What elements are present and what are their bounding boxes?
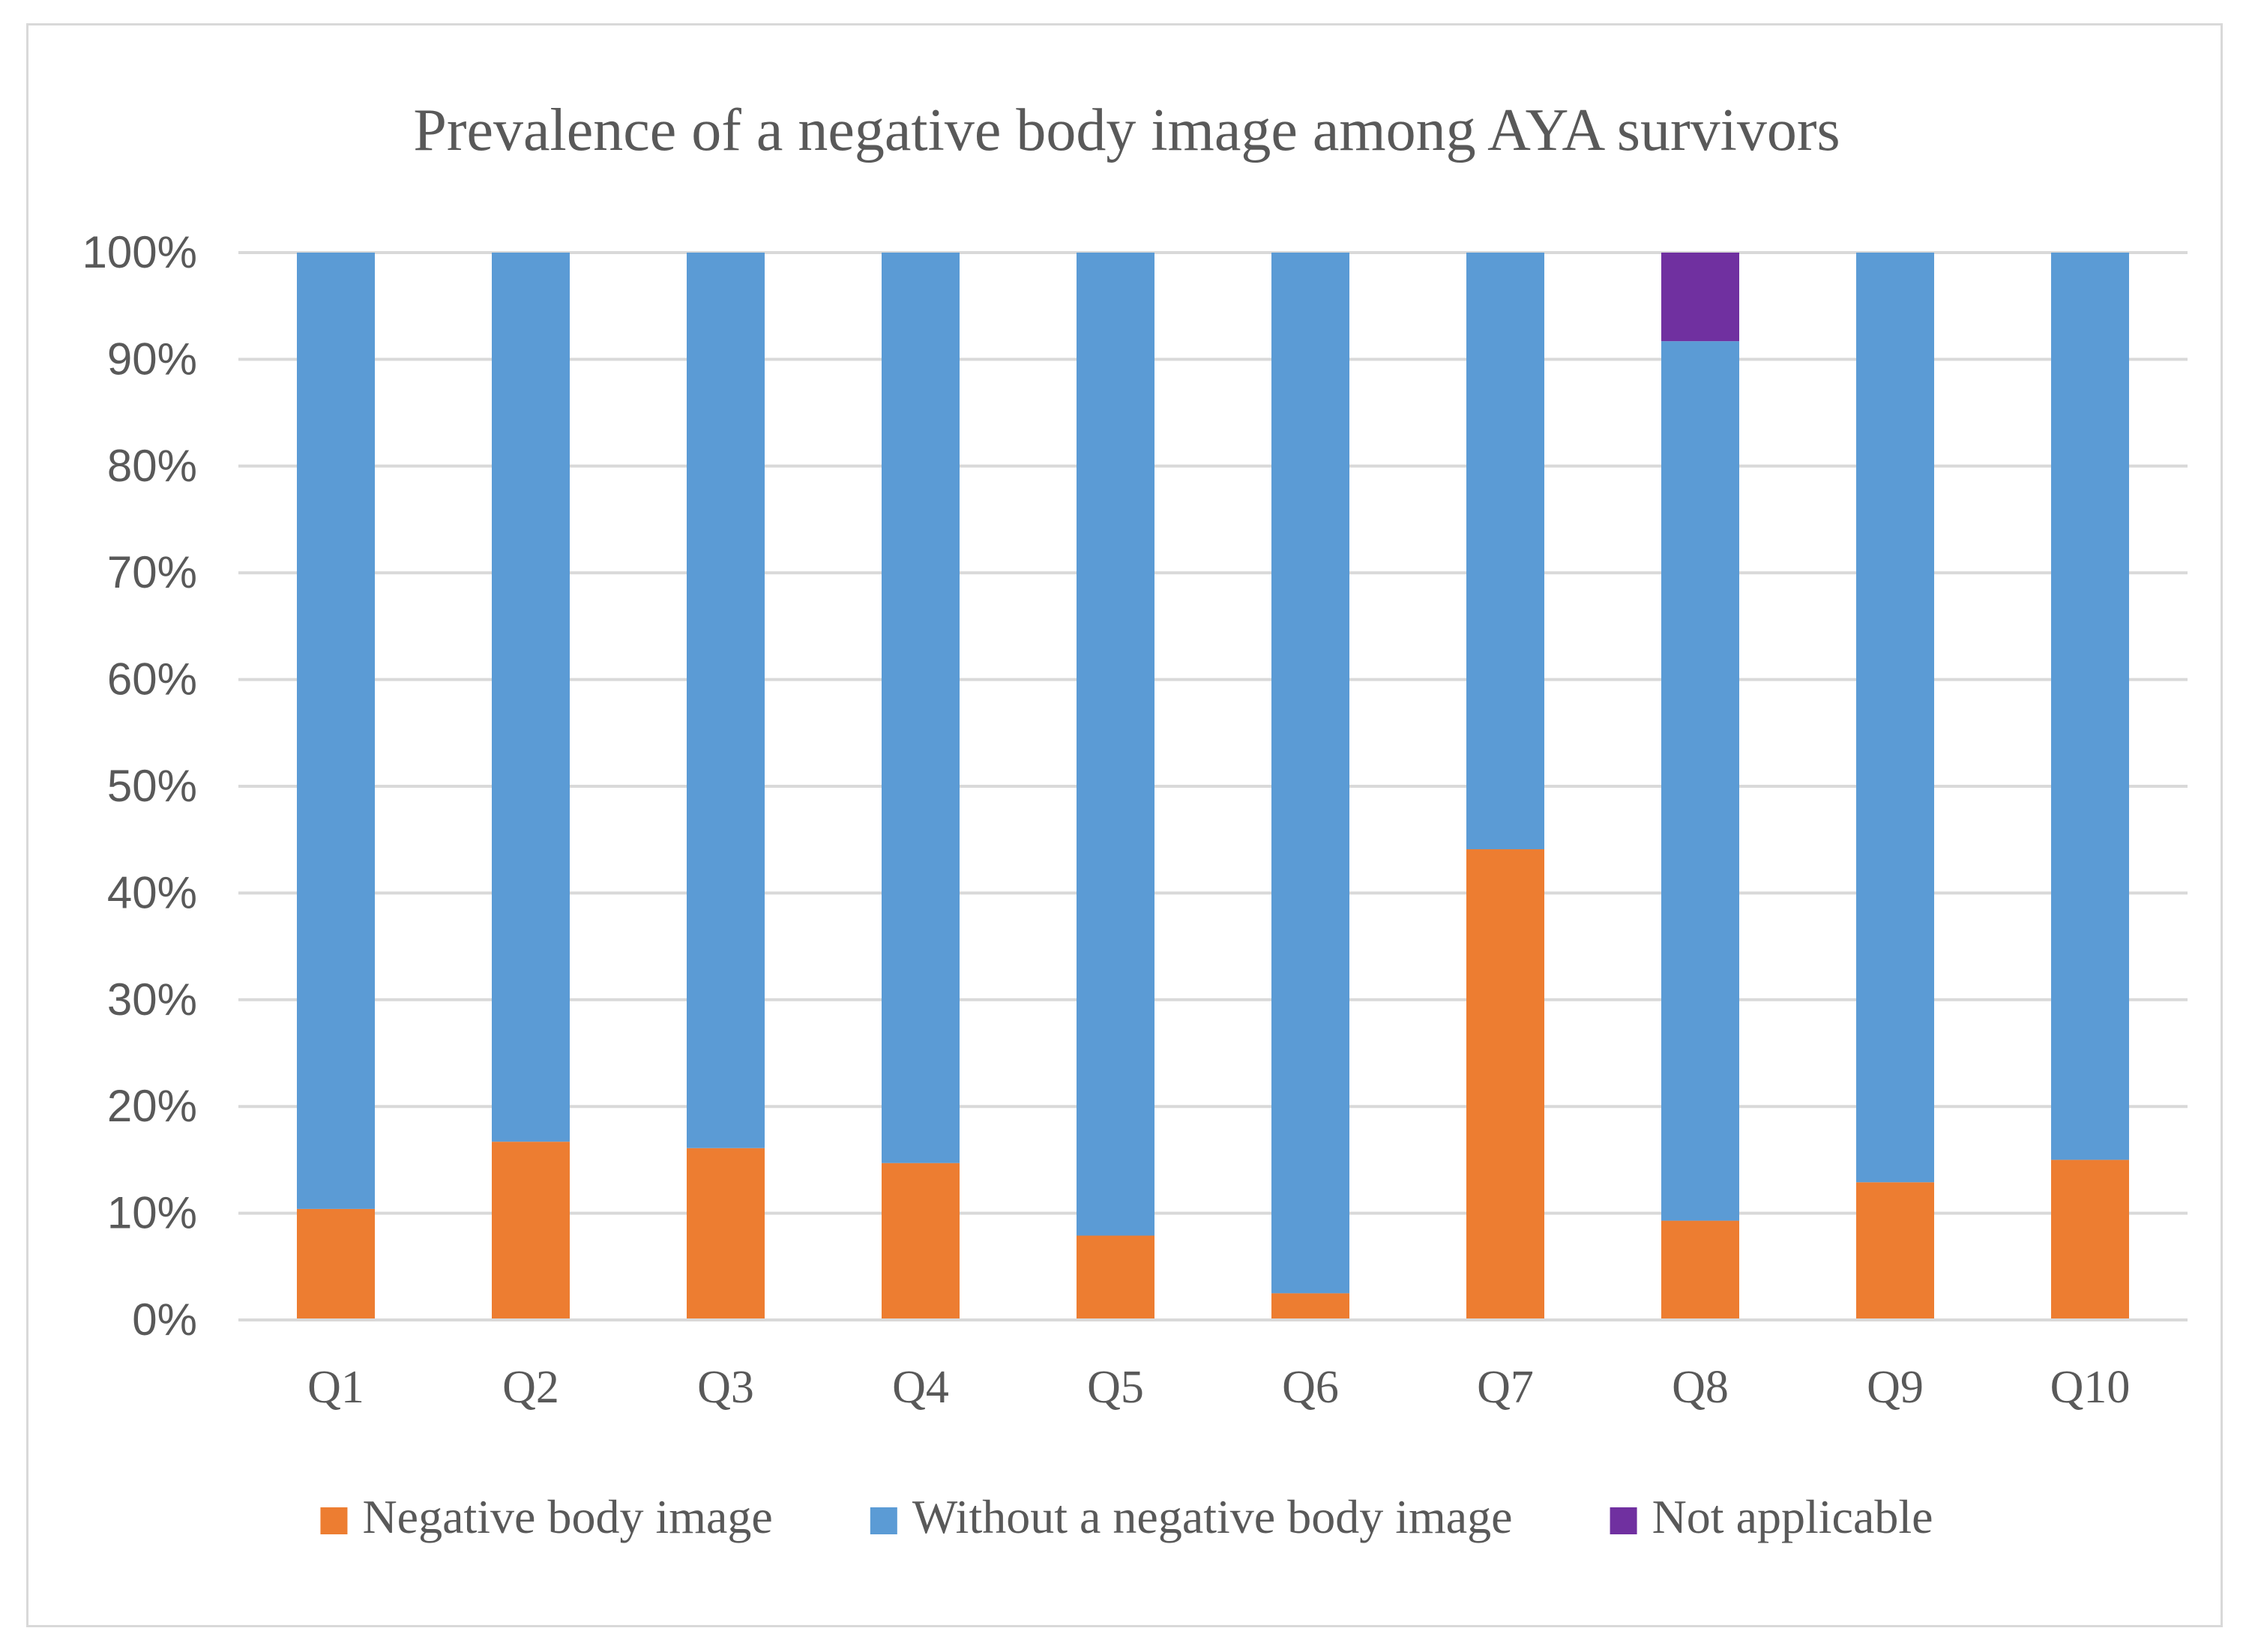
bar-segment-q7-series-1 bbox=[1466, 253, 1544, 850]
bar-segment-q9-series-1 bbox=[1856, 253, 1934, 1183]
bar-segment-q4-series-1 bbox=[882, 253, 960, 1163]
x-tick-label: Q2 bbox=[502, 1362, 559, 1413]
bar-segment-q3-series-0 bbox=[687, 1148, 765, 1320]
y-tick-label: 10% bbox=[107, 1188, 197, 1238]
legend-label: Without a negative body image bbox=[912, 1490, 1513, 1543]
bar-segment-q5-series-0 bbox=[1077, 1235, 1154, 1320]
chart-frame: Prevalence of a negative body image amon… bbox=[26, 23, 2223, 1627]
bar-segment-q6-series-1 bbox=[1271, 253, 1349, 1294]
legend-swatch bbox=[320, 1507, 348, 1534]
y-tick-label: 90% bbox=[107, 334, 197, 384]
y-tick-label: 20% bbox=[107, 1081, 197, 1131]
x-tick-label: Q7 bbox=[1477, 1362, 1534, 1413]
bar-segment-q8-series-1 bbox=[1661, 341, 1739, 1221]
chart-title: Prevalence of a negative body image amon… bbox=[413, 97, 1840, 163]
x-tick-label: Q6 bbox=[1282, 1362, 1339, 1413]
axis-labels: 0% 10% 20% 30% 40% 50% 60% 70% 80% 90% 100% Q1 Q2 Q3 Q… bbox=[82, 227, 2131, 1413]
bar-segment-q5-series-1 bbox=[1077, 253, 1154, 1236]
bar-segment-q1-series-1 bbox=[297, 253, 375, 1209]
bar-segment-q6-series-0 bbox=[1271, 1293, 1349, 1320]
bar-segment-q3-series-1 bbox=[687, 253, 765, 1148]
x-tick-label: Q4 bbox=[892, 1362, 949, 1413]
bar-segment-q7-series-0 bbox=[1466, 849, 1544, 1320]
legend-item: Without a negative body image bbox=[870, 1490, 1513, 1543]
legend: Negative body image Without a negative bo… bbox=[320, 1490, 1933, 1543]
y-tick-label: 70% bbox=[107, 547, 197, 597]
bar-segment-q9-series-0 bbox=[1856, 1182, 1934, 1320]
legend-swatch bbox=[1610, 1507, 1637, 1534]
x-tick-label: Q10 bbox=[2050, 1362, 2131, 1413]
x-tick-label: Q5 bbox=[1087, 1362, 1144, 1413]
legend-item: Negative body image bbox=[320, 1490, 773, 1543]
y-tick-label: 0% bbox=[132, 1294, 197, 1345]
y-tick-label: 40% bbox=[107, 867, 197, 917]
x-tick-label: Q9 bbox=[1867, 1362, 1924, 1413]
y-tick-label: 60% bbox=[107, 654, 197, 705]
bar-segment-q2-series-0 bbox=[492, 1142, 570, 1320]
bars bbox=[238, 253, 2188, 1321]
x-tick-label: Q1 bbox=[307, 1362, 364, 1413]
bar-segment-q8-series-2 bbox=[1661, 253, 1739, 342]
chart-plot: 0% 10% 20% 30% 40% 50% 60% 70% 80% 90% 100% Q1 Q2 Q3 Q… bbox=[82, 227, 2188, 1543]
legend-item: Not applicable bbox=[1610, 1490, 1933, 1543]
y-tick-label: 100% bbox=[82, 227, 197, 277]
legend-label: Not applicable bbox=[1652, 1490, 1933, 1543]
x-tick-label: Q8 bbox=[1672, 1362, 1729, 1413]
bar-segment-q1-series-0 bbox=[297, 1208, 375, 1320]
bar-segment-q8-series-0 bbox=[1661, 1220, 1739, 1320]
y-tick-label: 50% bbox=[107, 761, 197, 811]
legend-label: Negative body image bbox=[362, 1490, 772, 1543]
legend-swatch bbox=[870, 1507, 897, 1534]
y-tick-label: 80% bbox=[107, 441, 197, 491]
bar-segment-q2-series-1 bbox=[492, 253, 570, 1142]
bar-segment-q4-series-0 bbox=[882, 1163, 960, 1320]
bar-segment-q10-series-1 bbox=[2051, 253, 2129, 1160]
y-tick-label: 30% bbox=[107, 974, 197, 1025]
x-tick-label: Q3 bbox=[697, 1362, 754, 1413]
bar-segment-q10-series-0 bbox=[2051, 1160, 2129, 1320]
